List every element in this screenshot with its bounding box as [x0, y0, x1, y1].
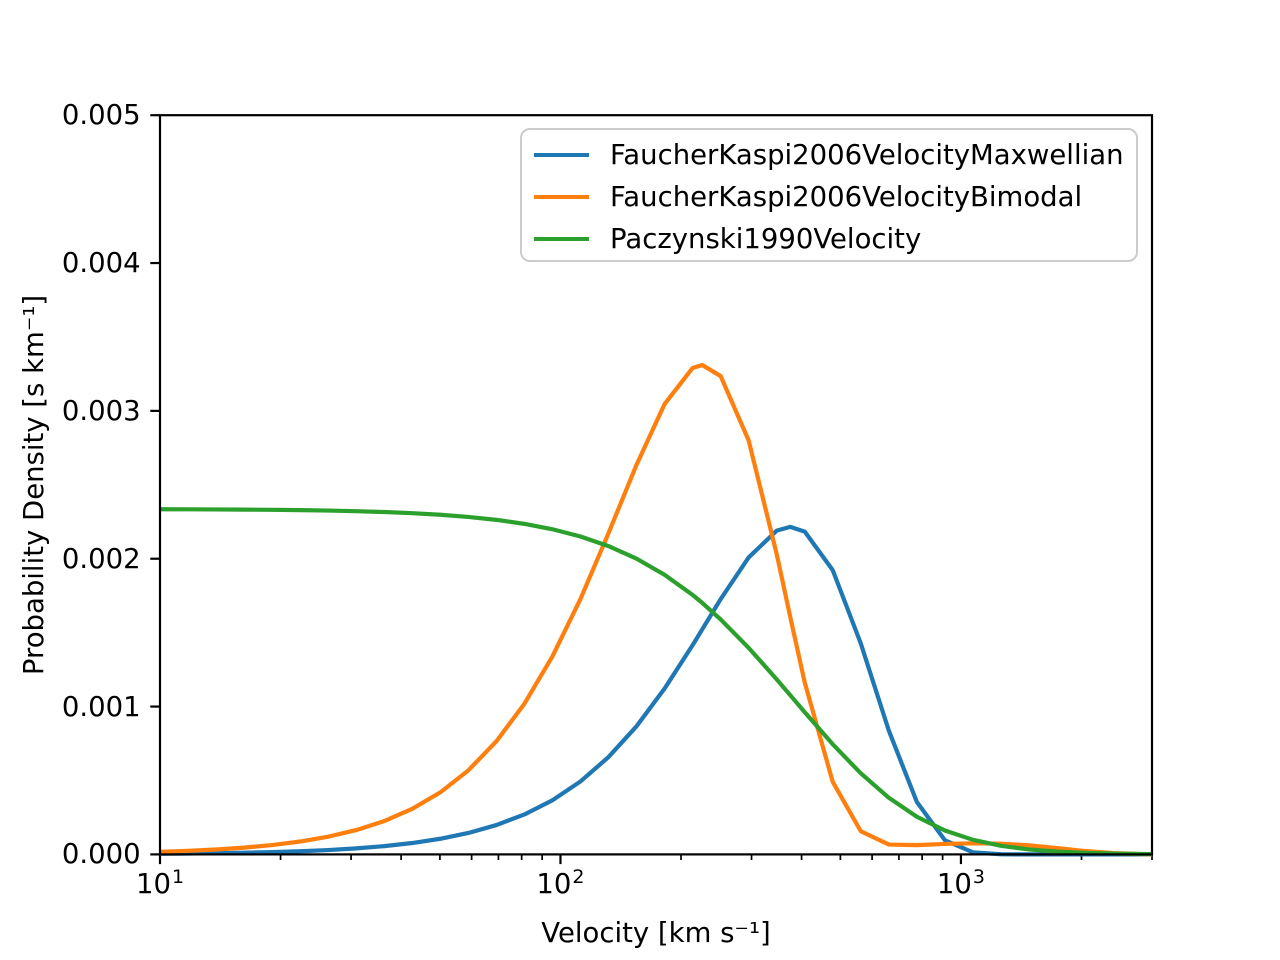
legend-label-paczynski: Paczynski1990Velocity — [610, 223, 922, 255]
x-tick-label: 103 — [936, 866, 985, 900]
legend-label-bimodal: FaucherKaspi2006VelocityBimodal — [610, 181, 1083, 213]
y-tick-label: 0.005 — [61, 99, 141, 132]
legend-line-swatch-bimodal — [534, 194, 589, 200]
y-tick-label: 0.003 — [61, 394, 141, 427]
legend-item: FaucherKaspi2006VelocityBimodal — [522, 176, 1136, 218]
legend-label-maxwellian: FaucherKaspi2006VelocityMaxwellian — [610, 139, 1124, 171]
y-tick-label: 0.001 — [61, 690, 141, 723]
legend: FaucherKaspi2006VelocityMaxwellian Fauch… — [520, 128, 1138, 262]
legend-item: FaucherKaspi2006VelocityMaxwellian — [522, 134, 1136, 176]
plot-frame — [158, 114, 1154, 856]
legend-item: Paczynski1990Velocity — [522, 218, 1136, 260]
y-tick-label: 0.002 — [61, 542, 141, 575]
curve-faucherkaspi2006velocitymaxwellian — [159, 524, 1152, 857]
x-tick-label: 102 — [536, 866, 585, 900]
y-tick-label: 0.000 — [61, 838, 141, 871]
legend-line-swatch-maxwellian — [534, 152, 589, 158]
y-tick-label: 0.004 — [61, 247, 141, 280]
x-tick-label: 101 — [135, 866, 185, 900]
curve-paczynski1990velocity — [159, 507, 1153, 857]
x-axis-label: Velocity [km s⁻¹] — [541, 917, 771, 949]
legend-line-swatch-paczynski — [534, 236, 589, 242]
curve-faucherkaspi2006velocitybimodal — [159, 362, 1153, 857]
